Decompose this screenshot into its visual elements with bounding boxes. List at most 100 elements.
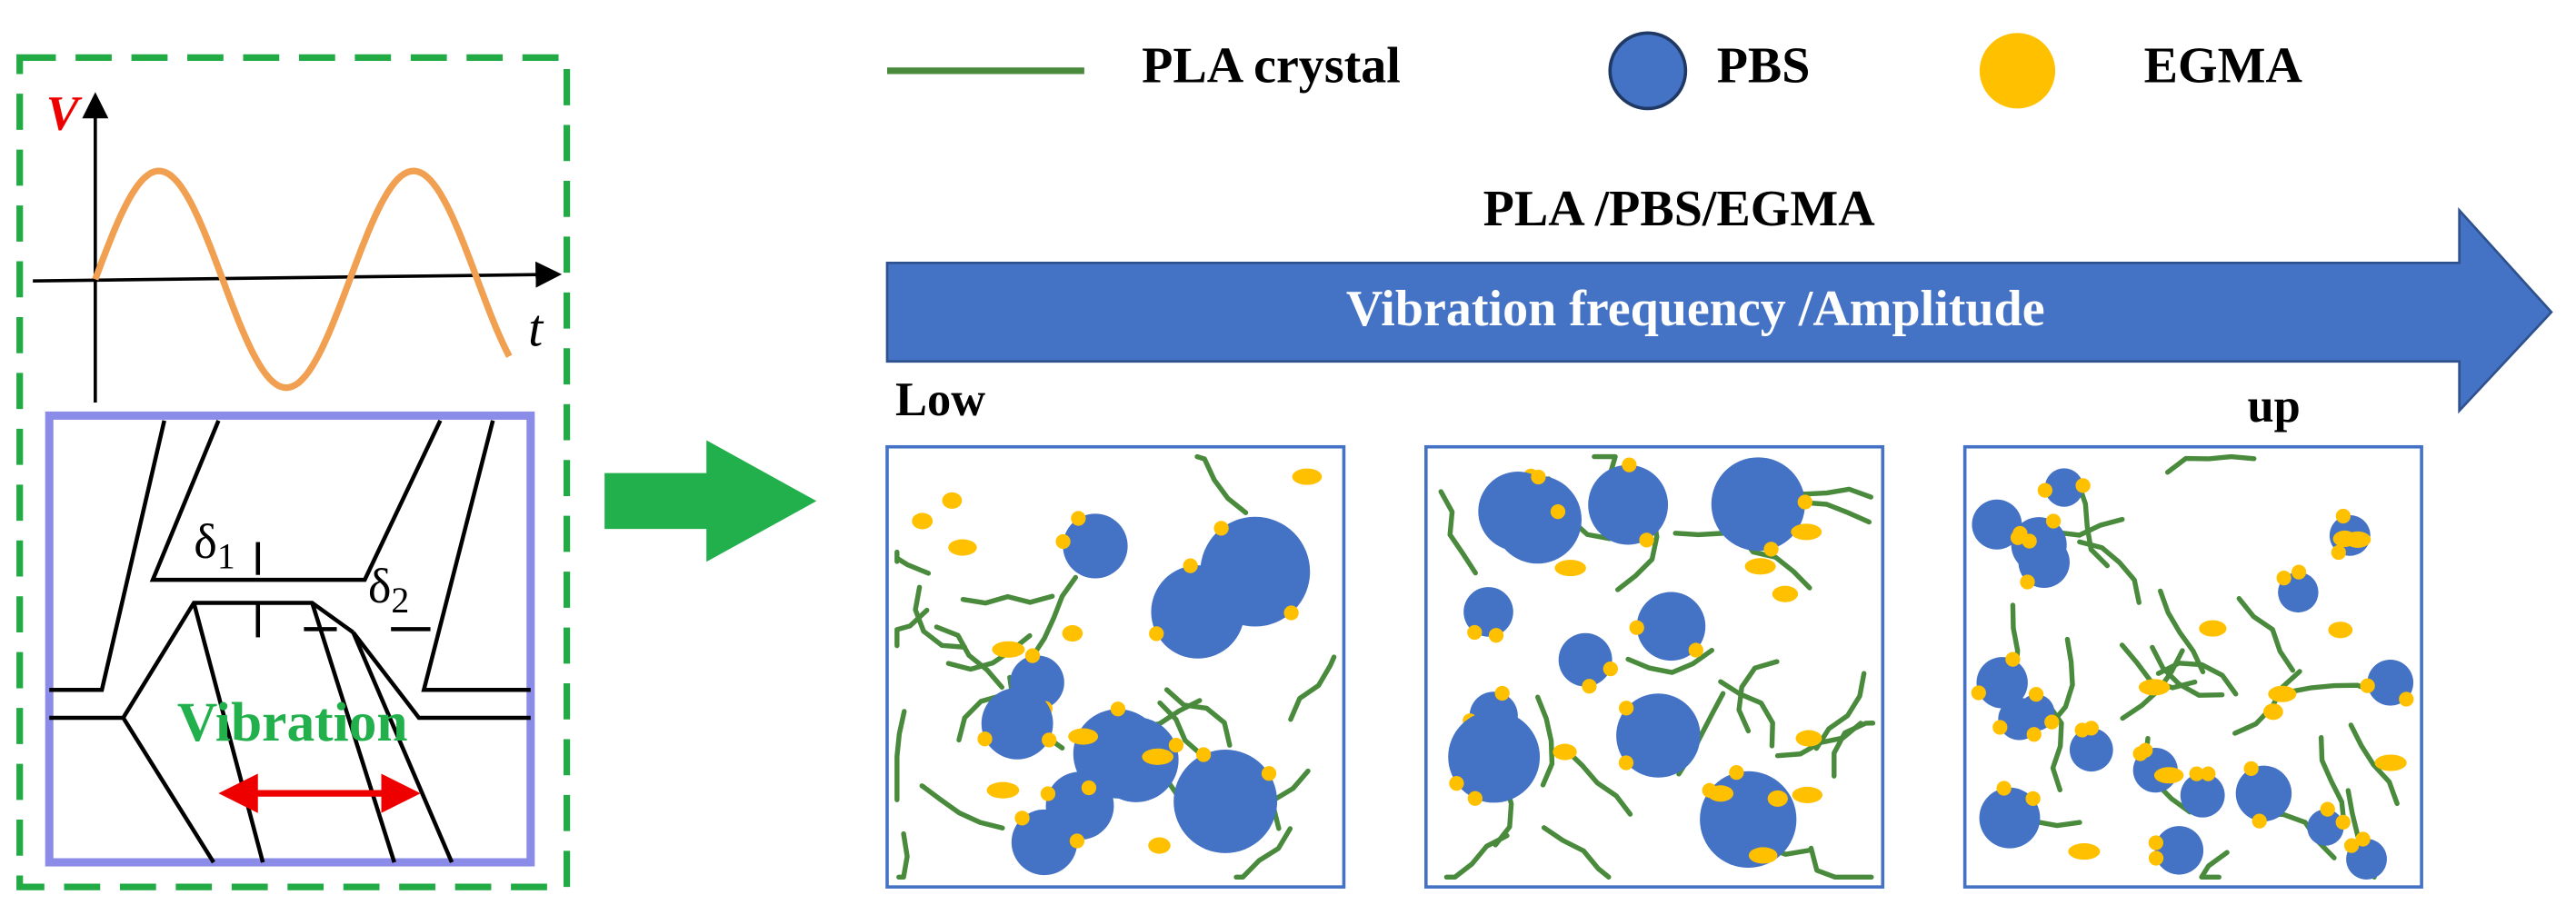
pla-crystal	[894, 709, 907, 802]
egma-particle	[2276, 571, 2291, 586]
egma-particle	[1744, 558, 1776, 575]
egma-particle	[2132, 746, 2148, 761]
pla-crystal	[1535, 694, 1555, 788]
egma-particle	[2328, 622, 2353, 639]
egma-particle	[1550, 504, 1566, 520]
pla-crystal	[2164, 453, 2257, 475]
egma-particle	[2153, 767, 2184, 784]
pbs-particle	[1976, 657, 2028, 709]
sine-wave	[92, 167, 513, 392]
legend-label: PLA crystal	[1142, 38, 1401, 94]
die-lines	[49, 419, 531, 864]
dashed-frame	[16, 54, 571, 890]
pla-crystal	[1774, 721, 1863, 759]
egma-particle	[1792, 786, 1823, 803]
egma-particle	[1707, 785, 1734, 802]
delta-1: δ1	[194, 514, 235, 576]
pla-crystal	[1438, 489, 1478, 576]
egma-particle	[1554, 560, 1586, 577]
pbs-particle	[1588, 464, 1669, 545]
delta-symbol: δ	[194, 514, 217, 569]
egma-particle	[1494, 685, 1510, 701]
egma-particle	[1062, 625, 1083, 642]
v-label: V	[46, 86, 83, 141]
pla-crystal	[1832, 721, 1876, 779]
pla-crystal	[1718, 679, 1775, 749]
t-axis	[33, 261, 563, 288]
pbs-particle	[2307, 809, 2344, 846]
pla-crystal	[1288, 654, 1337, 722]
egma-particle	[2005, 651, 2021, 667]
pbs-particle	[2069, 728, 2113, 772]
egma-particle	[1195, 747, 1212, 762]
egma-particle	[1292, 468, 1323, 485]
egma-particle	[912, 512, 934, 530]
egma-particle	[1014, 811, 1030, 826]
egma-particle	[2044, 714, 2060, 730]
egma-particle	[1797, 494, 1812, 510]
delta-2: δ2	[368, 559, 409, 621]
egma-particle	[1553, 743, 1577, 761]
egma-particle	[1729, 765, 1744, 781]
pla-crystal	[1808, 845, 1874, 880]
egma-particle	[2355, 831, 2371, 847]
legend-label: EGMA	[2144, 38, 2303, 94]
die-frame	[45, 411, 535, 867]
egma-particle	[2022, 533, 2037, 549]
egma-particle	[1688, 642, 1703, 658]
egma-particle	[2360, 678, 2375, 693]
pla-crystal	[2158, 588, 2206, 675]
pla-crystal	[1736, 659, 1780, 734]
egma-particle	[1795, 730, 1822, 747]
egma-particle	[2320, 801, 2335, 817]
egma-particle	[2331, 544, 2346, 561]
pla-crystal	[2199, 850, 2230, 880]
pla-crystal	[1163, 687, 1233, 748]
egma-particle	[1748, 847, 1778, 864]
egma-particle	[942, 492, 963, 509]
pla-crystal	[1563, 747, 1633, 817]
pbs-particle	[1616, 693, 1701, 778]
egma-particle	[1283, 605, 1299, 621]
pla-crystal	[1625, 647, 1715, 675]
pbs-particle	[1463, 587, 1513, 637]
process-arrow-label: Vibration frequency /Amplitude	[1346, 281, 2045, 337]
delta-subscript: 2	[391, 581, 409, 621]
pbs-particle	[2154, 826, 2204, 875]
egma-particle	[1110, 701, 1126, 717]
egma-particle	[1261, 766, 1277, 781]
pla-crystal	[2048, 636, 2075, 728]
egma-particle	[1531, 469, 1546, 485]
egma-particle	[1582, 679, 1597, 694]
egma-particle	[2344, 531, 2371, 548]
transition-arrow	[604, 440, 817, 562]
pbs-particle	[1073, 709, 1163, 799]
pbs-particle	[1711, 457, 1805, 552]
egma-particle	[1168, 738, 1184, 753]
egma-particle	[2026, 727, 2042, 742]
legend-pbs-marker	[1608, 31, 1688, 111]
egma-particle	[2020, 574, 2035, 590]
egma-particle	[1213, 521, 1229, 536]
pbs-particle	[1478, 472, 1558, 552]
pbs-particle	[1636, 592, 1706, 661]
egma-particle	[1619, 701, 1634, 716]
egma-particle	[1639, 532, 1654, 548]
egma-particle	[2074, 722, 2090, 738]
vibration-label: Vibration	[177, 691, 408, 753]
morphology-panels	[885, 444, 2423, 889]
pla-crystal	[1813, 671, 1867, 751]
delta-subscript: 1	[217, 537, 235, 577]
pla-crystal	[1443, 833, 1510, 880]
pbs-particle	[1979, 787, 2041, 849]
pla-crystal	[894, 549, 932, 576]
legend-label: PBS	[1717, 38, 1811, 94]
egma-particle	[2025, 791, 2041, 807]
egma-particle	[1618, 755, 1634, 771]
pla-crystal	[1029, 574, 1079, 661]
egma-particle	[1068, 728, 1099, 745]
egma-particle	[1148, 837, 1171, 854]
egma-particle	[2399, 691, 2414, 707]
pla-crystal	[934, 624, 1005, 691]
